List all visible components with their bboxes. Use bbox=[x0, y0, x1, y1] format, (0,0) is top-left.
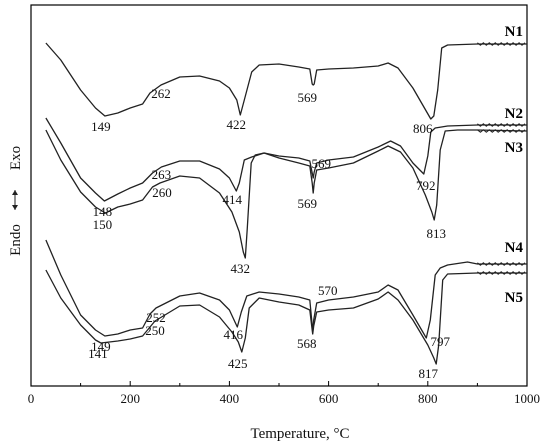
series-name-n4: N4 bbox=[505, 240, 524, 256]
series-name-n2: N2 bbox=[505, 106, 523, 122]
x-tick-label: 200 bbox=[120, 391, 140, 406]
series-name-n3: N3 bbox=[505, 140, 523, 156]
peak-label: 422 bbox=[227, 117, 247, 132]
series-noise-n3 bbox=[477, 129, 526, 133]
peak-label: 432 bbox=[231, 261, 251, 276]
series-curve-n5 bbox=[45, 269, 527, 365]
series-names-group: N1 N2 N3 N4 N5 bbox=[505, 24, 524, 306]
series-noise-n4 bbox=[477, 262, 526, 266]
peak-label: 792 bbox=[416, 178, 436, 193]
series-curve-n3 bbox=[45, 129, 528, 259]
x-axis-title: Temperature, °C bbox=[250, 426, 349, 442]
x-axis-title-text: Temperature, bbox=[250, 426, 329, 442]
peak-label: 414 bbox=[223, 192, 243, 207]
peak-label: 425 bbox=[228, 356, 248, 371]
peak-label: 149 bbox=[91, 339, 111, 354]
peak-label: 570 bbox=[318, 283, 338, 298]
peak-label: 568 bbox=[297, 336, 317, 351]
peak-label: 260 bbox=[152, 185, 172, 200]
series-curve-n1 bbox=[45, 42, 527, 120]
x-tick-label: 800 bbox=[418, 391, 438, 406]
peak-label: 416 bbox=[224, 327, 244, 342]
y-axis-title-exo: Exo bbox=[8, 146, 24, 170]
peak-label: 252 bbox=[146, 310, 166, 325]
double-arrow-icon bbox=[12, 190, 18, 210]
y-axis-title: Endo Exo bbox=[8, 146, 24, 256]
peak-label: 150 bbox=[93, 217, 113, 232]
peak-label: 263 bbox=[152, 167, 172, 182]
peak-label: 569 bbox=[311, 156, 331, 171]
x-tick-label: 0 bbox=[28, 391, 35, 406]
series-curve-n4 bbox=[45, 239, 527, 339]
series-curve-n2 bbox=[45, 117, 527, 202]
x-axis: 0 200 400 600 800 1000 bbox=[28, 381, 540, 406]
peak-label: 797 bbox=[431, 334, 451, 349]
series-name-n1: N1 bbox=[505, 24, 523, 40]
peak-labels-group: 149 262 422 569 806 148 263 414 569 792 150 260 432 5… bbox=[88, 86, 450, 381]
peak-label: 806 bbox=[413, 121, 433, 136]
peak-label: 813 bbox=[426, 226, 446, 241]
y-axis-title-endo: Endo bbox=[8, 224, 24, 256]
peak-label: 149 bbox=[91, 119, 111, 134]
peak-label: 262 bbox=[151, 86, 171, 101]
peak-label: 569 bbox=[297, 90, 317, 105]
peak-label: 817 bbox=[418, 366, 438, 381]
series-name-n5: N5 bbox=[505, 290, 523, 306]
plot-frame bbox=[30, 4, 528, 387]
x-tick-label: 1000 bbox=[514, 391, 540, 406]
peak-label: 569 bbox=[297, 196, 317, 211]
curves-group bbox=[45, 42, 528, 365]
peak-label: 148 bbox=[93, 204, 113, 219]
series-noise-n5 bbox=[477, 271, 526, 275]
x-tick-label: 600 bbox=[319, 391, 339, 406]
peak-label: 141 bbox=[88, 346, 108, 361]
peak-label: 250 bbox=[145, 323, 165, 338]
x-tick-label: 400 bbox=[220, 391, 240, 406]
series-noise-n2 bbox=[477, 123, 526, 127]
x-axis-unit: °C bbox=[334, 426, 350, 442]
series-noise-n1 bbox=[477, 42, 526, 46]
